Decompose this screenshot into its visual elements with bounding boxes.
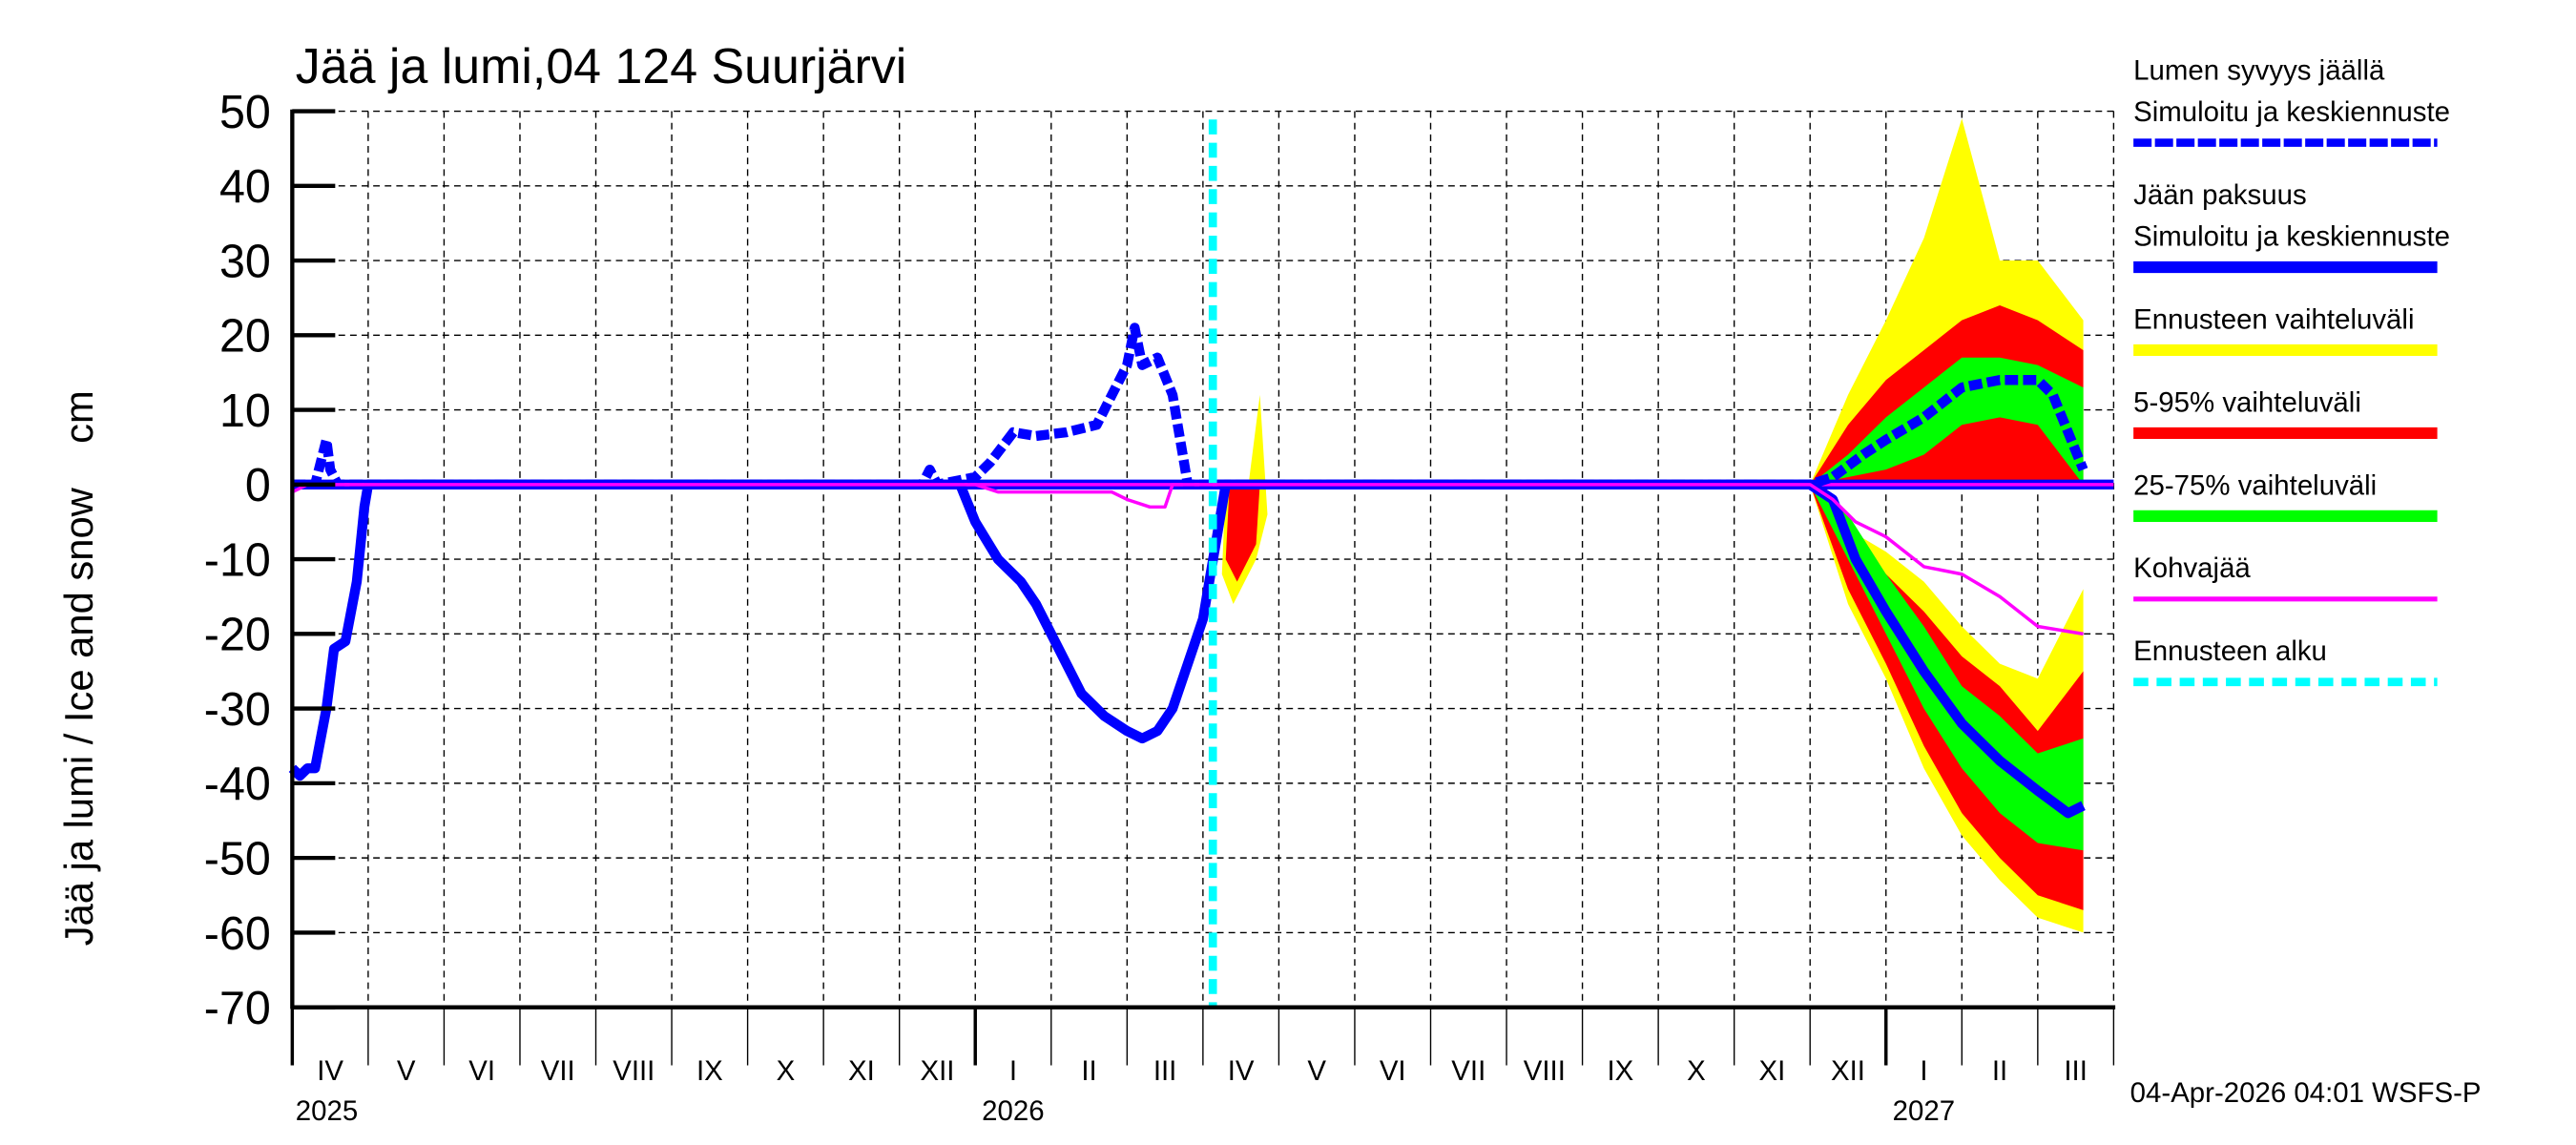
legend-label: 25-75% vaihteluväli — [2133, 469, 2377, 501]
legend-label: Ennusteen vaihteluväli — [2133, 303, 2414, 335]
plot-grid — [292, 110, 2115, 1009]
data-series — [288, 323, 2114, 819]
x-year-label: 2026 — [982, 1095, 1044, 1127]
legend-label: Kohvajää — [2133, 552, 2251, 584]
ice-thickness-line — [288, 479, 2086, 819]
x-month-label: XII — [1831, 1055, 1865, 1087]
chart-title: Jää ja lumi,04 124 Suurjärvi — [296, 39, 907, 94]
x-month-label: II — [1992, 1055, 2007, 1087]
y-tick-labels: 50 40 30 20 10 0 -10 -20 -30 -40 -50 -60 -70 — [204, 87, 271, 1034]
legend-label: Simuloitu ja keskiennuste — [2133, 220, 2450, 252]
y-tick-label: -50 — [204, 833, 271, 885]
legend: Lumen syvyys jäällä Simuloitu ja keskienn… — [2133, 54, 2450, 687]
forecast-bands — [1221, 118, 2084, 933]
y-tick-label: -60 — [204, 908, 271, 960]
y-axis-label: Jää ja lumi / Ice and snow cm — [56, 390, 101, 946]
legend-label: Simuloitu ja keskiennuste — [2133, 96, 2450, 128]
x-year-label: 2027 — [1893, 1095, 1955, 1127]
x-month-label: XI — [1759, 1055, 1786, 1087]
y-tick-label: -40 — [204, 759, 271, 810]
band-early-red — [1225, 484, 1260, 582]
x-month-label: VI — [468, 1055, 495, 1087]
y-tick-label: 10 — [219, 385, 271, 437]
y-tick-label: 0 — [245, 460, 271, 511]
x-month-labels: IV V VI VII VIII IX X XI XII I II III IV V VI VII VIII IX… — [290, 1007, 2115, 1127]
x-month-label: VII — [1451, 1055, 1485, 1087]
band-p25_p75 — [1810, 357, 2084, 485]
x-month-label: V — [1307, 1055, 1326, 1087]
x-month-label: I — [1009, 1055, 1017, 1087]
x-month-label: XI — [848, 1055, 875, 1087]
x-year-label: 2025 — [296, 1095, 358, 1127]
x-month-label: IX — [1607, 1055, 1633, 1087]
y-tick-label: -10 — [204, 534, 271, 586]
x-month-label: I — [1920, 1055, 1927, 1087]
x-month-label: VI — [1380, 1055, 1406, 1087]
x-month-label: VIII — [613, 1055, 654, 1087]
x-month-label: III — [2064, 1055, 2088, 1087]
y-tick-label: 50 — [219, 87, 271, 138]
x-month-label: X — [1687, 1055, 1706, 1087]
legend-label: Ennusteen alku — [2133, 635, 2327, 667]
slush-ice-line — [291, 483, 2084, 636]
band-p25_p75 — [1810, 484, 2084, 851]
x-month-label: VII — [541, 1055, 575, 1087]
x-month-label: X — [777, 1055, 796, 1087]
y-tick-label: -30 — [204, 684, 271, 736]
timestamp-label: 04-Apr-2026 04:01 WSFS-P — [2130, 1077, 2482, 1109]
legend-label: Lumen syvyys jäällä — [2133, 54, 2385, 86]
x-month-label: V — [397, 1055, 416, 1087]
y-tick-label: 30 — [219, 236, 271, 287]
x-month-label: II — [1081, 1055, 1096, 1087]
x-month-label: XII — [920, 1055, 954, 1087]
x-month-label: VIII — [1524, 1055, 1566, 1087]
y-tick-label: 40 — [219, 161, 271, 213]
y-tick-label: -20 — [204, 610, 271, 661]
x-month-label: III — [1153, 1055, 1177, 1087]
y-tick-label: -70 — [204, 983, 271, 1034]
y-tick-label: 20 — [219, 311, 271, 363]
x-month-label: IV — [317, 1055, 343, 1087]
legend-label: 5-95% vaihteluväli — [2133, 386, 2361, 418]
x-month-label: IX — [696, 1055, 723, 1087]
legend-label: Jään paksuus — [2133, 179, 2307, 211]
snow-depth-line — [292, 323, 2088, 490]
x-month-label: IV — [1228, 1055, 1255, 1087]
